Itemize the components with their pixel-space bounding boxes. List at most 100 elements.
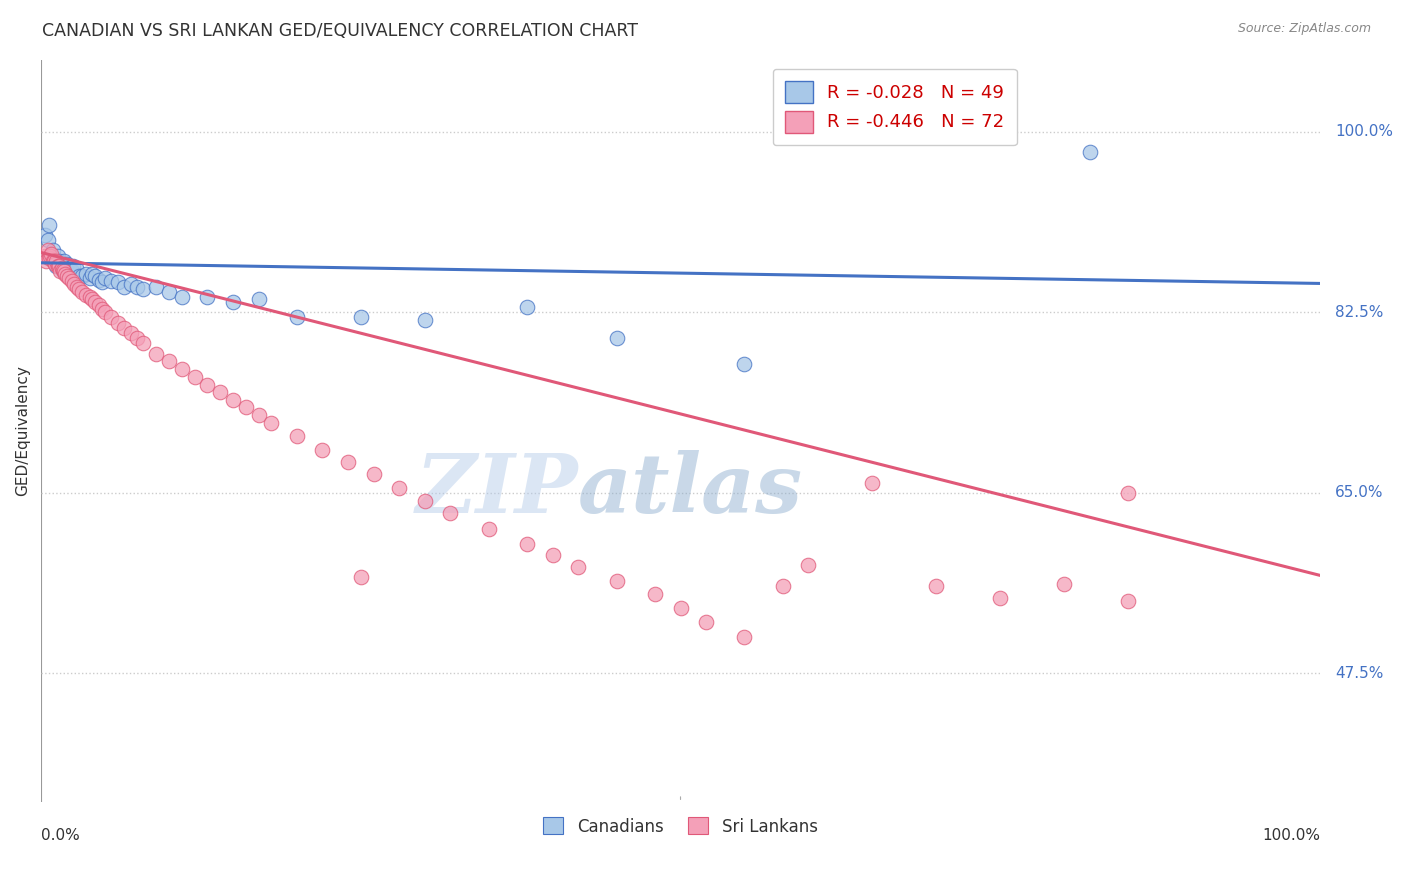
Point xyxy=(478,522,501,536)
Point xyxy=(567,560,589,574)
Point xyxy=(797,558,820,572)
Point xyxy=(350,570,373,584)
Point xyxy=(83,269,105,284)
Point xyxy=(606,331,628,345)
Text: 0.0%: 0.0% xyxy=(41,829,80,843)
Point xyxy=(644,587,666,601)
Point xyxy=(132,336,155,351)
Point xyxy=(55,259,77,273)
Point xyxy=(925,579,948,593)
Legend: Canadians, Sri Lankans: Canadians, Sri Lankans xyxy=(537,811,824,842)
Point xyxy=(75,287,97,301)
Point xyxy=(66,279,89,293)
Point xyxy=(157,353,180,368)
Point xyxy=(48,259,70,273)
Point xyxy=(39,249,62,263)
Point xyxy=(695,615,717,629)
Point xyxy=(63,277,86,292)
Point xyxy=(87,273,110,287)
Point xyxy=(79,290,101,304)
Point xyxy=(51,260,73,275)
Point xyxy=(55,269,77,284)
Point xyxy=(337,455,360,469)
Point xyxy=(733,630,755,644)
Point xyxy=(49,264,72,278)
Point xyxy=(45,259,67,273)
Point xyxy=(52,264,75,278)
Point xyxy=(38,218,60,232)
Point xyxy=(183,370,205,384)
Point xyxy=(285,310,308,325)
Point xyxy=(170,362,193,376)
Point xyxy=(69,269,91,284)
Point xyxy=(38,251,60,265)
Point xyxy=(37,233,59,247)
Point xyxy=(42,253,65,268)
Point xyxy=(260,416,283,430)
Point xyxy=(413,494,436,508)
Point xyxy=(39,249,62,263)
Point xyxy=(112,279,135,293)
Point xyxy=(132,282,155,296)
Point xyxy=(125,331,148,345)
Point xyxy=(170,290,193,304)
Point xyxy=(55,257,77,271)
Point xyxy=(41,246,63,260)
Point xyxy=(83,295,105,310)
Point xyxy=(37,244,59,258)
Point xyxy=(1116,486,1139,500)
Point xyxy=(107,276,129,290)
Point xyxy=(1116,594,1139,608)
Point xyxy=(46,249,69,263)
Text: 100.0%: 100.0% xyxy=(1263,829,1320,843)
Text: Source: ZipAtlas.com: Source: ZipAtlas.com xyxy=(1237,22,1371,36)
Point xyxy=(65,260,87,275)
Point xyxy=(75,267,97,281)
Point xyxy=(46,259,69,273)
Point xyxy=(285,429,308,443)
Point xyxy=(669,601,692,615)
Point xyxy=(247,409,270,423)
Point xyxy=(107,316,129,330)
Point xyxy=(79,271,101,285)
Point xyxy=(125,279,148,293)
Point xyxy=(82,292,104,306)
Point xyxy=(311,442,333,457)
Point xyxy=(541,548,564,562)
Text: ZIP: ZIP xyxy=(416,450,578,531)
Point xyxy=(52,263,75,277)
Point xyxy=(70,285,93,299)
Point xyxy=(69,282,91,296)
Point xyxy=(439,507,461,521)
Point xyxy=(209,384,232,399)
Point xyxy=(120,277,142,292)
Point xyxy=(34,227,56,242)
Point xyxy=(195,377,218,392)
Point xyxy=(48,253,70,268)
Point xyxy=(58,260,80,275)
Point xyxy=(53,253,76,268)
Point xyxy=(42,253,65,268)
Text: 100.0%: 100.0% xyxy=(1336,124,1393,139)
Point xyxy=(70,269,93,284)
Point xyxy=(1053,576,1076,591)
Text: 47.5%: 47.5% xyxy=(1336,665,1384,681)
Point xyxy=(53,264,76,278)
Point xyxy=(516,537,538,551)
Point xyxy=(606,574,628,588)
Point xyxy=(733,357,755,371)
Text: CANADIAN VS SRI LANKAN GED/EQUIVALENCY CORRELATION CHART: CANADIAN VS SRI LANKAN GED/EQUIVALENCY C… xyxy=(42,22,638,40)
Point xyxy=(44,253,66,268)
Point xyxy=(41,244,63,258)
Point xyxy=(34,249,56,263)
Point xyxy=(82,267,104,281)
Text: 65.0%: 65.0% xyxy=(1336,485,1384,500)
Point xyxy=(112,320,135,334)
Text: 82.5%: 82.5% xyxy=(1336,305,1384,320)
Point xyxy=(41,253,63,268)
Point xyxy=(91,276,114,290)
Point xyxy=(388,481,411,495)
Point xyxy=(41,249,63,263)
Point xyxy=(222,392,245,407)
Point xyxy=(100,310,122,325)
